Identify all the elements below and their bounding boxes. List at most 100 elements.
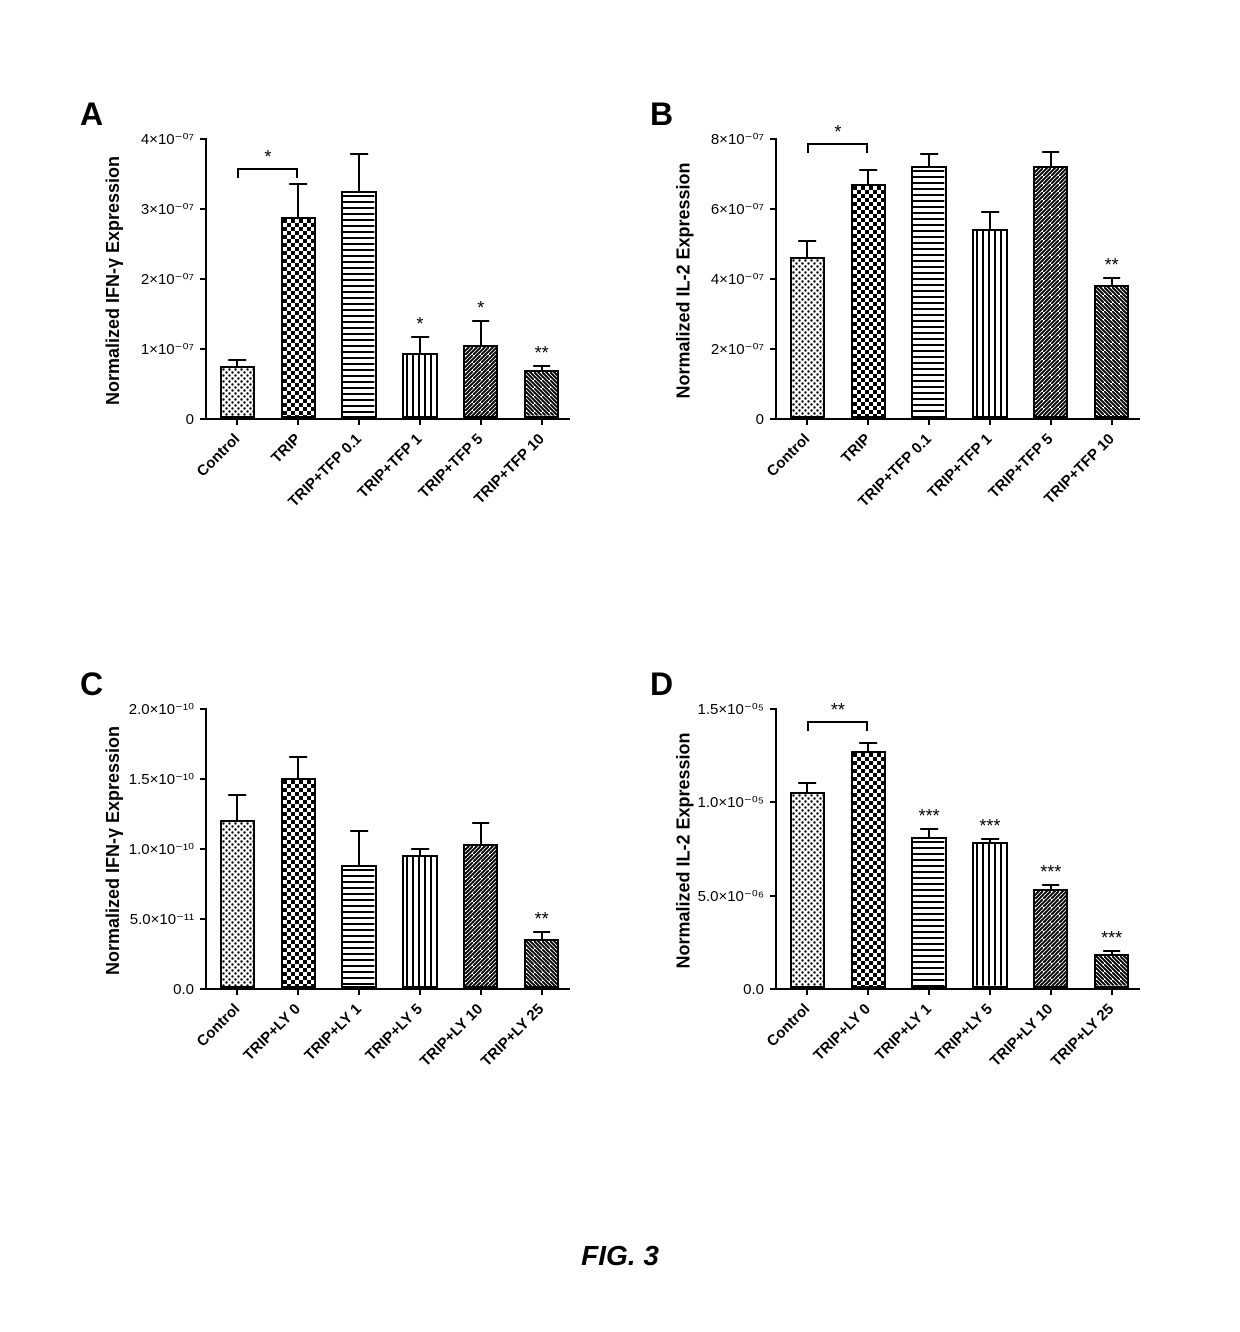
bar [790,257,825,418]
panel-d: DNormalized IL-2 Expression0.05.0×10⁻⁰⁶1… [660,680,1190,1160]
significance-bracket-label: * [834,122,841,143]
error-bar-cap [533,365,551,367]
error-bar [928,154,930,166]
error-bar [236,795,238,820]
error-bar [358,154,360,190]
panel-b: BNormalized IL-2 Expression02×10⁻⁰⁷4×10⁻… [660,110,1190,590]
bar [972,229,1007,418]
error-bar-cap [920,153,938,155]
bar [341,191,376,419]
error-bar-cap [1103,277,1121,279]
error-bar-cap [350,153,368,155]
y-tick-label: 5.0×10⁻⁰⁶ [698,887,770,905]
y-tick-label: 1×10⁻⁰⁷ [140,340,200,358]
x-tick-label: TRIP+LY 1 [871,1000,935,1064]
significance-marker: ** [535,343,549,364]
error-bar-cap [859,742,877,744]
plot-area: 01×10⁻⁰⁷2×10⁻⁰⁷3×10⁻⁰⁷4×10⁻⁰⁷***** [205,140,570,420]
error-bar-cap [859,169,877,171]
x-tick-label: TRIP+LY 5 [362,1000,426,1064]
significance-bracket [807,721,868,723]
y-tick-label: 2.0×10⁻¹⁰ [129,700,200,718]
y-tick-label: 4×10⁻⁰⁷ [140,130,200,148]
error-bar [358,831,360,865]
y-axis-label: Normalized IFN-γ Expression [104,710,124,990]
error-bar [867,170,869,184]
bar [1033,166,1068,418]
significance-marker: * [477,298,484,319]
error-bar-cap [350,830,368,832]
x-tick-label: TRIP [268,430,304,466]
x-tick-label: TRIP+LY 25 [478,1000,548,1070]
error-bar-cap [799,782,817,784]
panel-letter: B [650,96,673,133]
error-bar [541,932,543,939]
panel-a: ANormalized IFN-γ Expression01×10⁻⁰⁷2×10… [90,110,620,590]
y-tick-label: 0.0 [710,981,770,998]
y-tick-label: 5.0×10⁻¹¹ [130,910,200,928]
bar [281,778,316,988]
significance-marker: * [416,314,423,335]
significance-bracket-label: * [264,147,271,168]
x-axis-labels: ControlTRIPTRIP+TFP 0.1TRIP+TFP 1TRIP+TF… [775,422,1140,552]
y-tick-label: 8×10⁻⁰⁷ [710,130,770,148]
significance-bracket [807,143,868,145]
y-tick-label: 0 [140,411,200,428]
bar [281,217,316,418]
bar [220,820,255,988]
x-axis-labels: ControlTRIP+LY 0TRIP+LY 1TRIP+LY 5TRIP+L… [205,992,570,1122]
x-tick-label: Control [194,430,244,480]
significance-marker: *** [1101,928,1122,949]
significance-marker: ** [535,909,549,930]
error-bar-cap [920,828,938,830]
error-bar [1050,152,1052,166]
error-bar-cap [533,931,551,933]
bar [463,844,498,988]
panel-grid: ANormalized IFN-γ Expression01×10⁻⁰⁷2×10… [90,110,1190,1160]
significance-marker: *** [979,816,1000,837]
y-tick-label: 2×10⁻⁰⁷ [140,270,200,288]
y-tick-label: 0.0 [140,981,200,998]
plot-area: 02×10⁻⁰⁷4×10⁻⁰⁷6×10⁻⁰⁷8×10⁻⁰⁷*** [775,140,1140,420]
y-axis-label: Normalized IL-2 Expression [674,140,694,420]
error-bar [297,184,299,218]
x-axis-labels: ControlTRIP+LY 0TRIP+LY 1TRIP+LY 5TRIP+L… [775,992,1140,1122]
bar [402,855,437,988]
x-tick-label: Control [764,430,814,480]
plot-area: 0.05.0×10⁻¹¹1.0×10⁻¹⁰1.5×10⁻¹⁰2.0×10⁻¹⁰*… [205,710,570,990]
y-tick-label: 4×10⁻⁰⁷ [710,270,770,288]
error-bar [928,829,930,836]
plot-area: 0.05.0×10⁻⁰⁶1.0×10⁻⁰⁵1.5×10⁻⁰⁵**********… [775,710,1140,990]
figure-caption: FIG. 3 [0,1240,1240,1272]
bar [463,345,498,419]
x-tick-label: TRIP+TFP 1 [925,430,996,501]
bar [220,366,255,419]
x-tick-label: Control [764,1000,814,1050]
significance-marker: ** [1105,255,1119,276]
error-bar-cap [411,848,429,850]
bar [851,184,886,419]
y-tick-label: 1.5×10⁻¹⁰ [129,770,200,788]
panel-letter: C [80,666,103,703]
bar [524,939,559,988]
bar [1033,889,1068,988]
x-tick-label: TRIP+LY 0 [241,1000,305,1064]
error-bar [480,321,482,344]
bar [1094,285,1129,418]
x-tick-label: TRIP+LY 1 [301,1000,365,1064]
significance-marker: *** [919,806,940,827]
panel-letter: A [80,96,103,133]
x-tick-label: TRIP+LY 5 [932,1000,996,1064]
bar [341,865,376,988]
bar [790,792,825,988]
bar [911,166,946,418]
error-bar [297,757,299,778]
error-bar-cap [981,838,999,840]
error-bar-cap [981,211,999,213]
significance-bracket-label: ** [831,700,845,721]
figure-3: A Normalized IFN-γ Expression 0 1×10⁻⁰⁷ 2×10… [0,0,1240,1332]
error-bar [480,823,482,844]
x-tick-label: TRIP+LY 0 [811,1000,875,1064]
y-tick-label: 1.5×10⁻⁰⁵ [698,700,770,718]
error-bar-cap [472,822,490,824]
